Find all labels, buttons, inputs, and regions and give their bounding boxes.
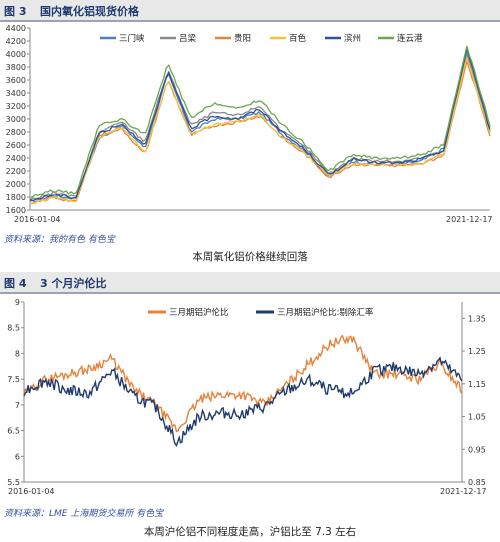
- series-line: [29, 45, 491, 198]
- y2-tick-label: 0.85: [468, 478, 486, 487]
- figure4-number: 图 4: [4, 277, 27, 290]
- legend-label: 百色: [289, 33, 307, 44]
- y2-tick-label: 1.15: [468, 380, 486, 389]
- figure3-chart: 1600 1800 2000 2200 2400 2600 2800 3000 3200 3400…: [6, 24, 493, 224]
- y-tick-label: 4200: [6, 37, 26, 46]
- y-tick-label: 2400: [6, 154, 26, 163]
- y2-tick-label: 1.05: [468, 413, 486, 422]
- legend-label: 连云港: [397, 33, 423, 44]
- y-tick-label: 5.5: [7, 478, 20, 487]
- y-tick-label: 1800: [6, 193, 26, 202]
- figure4-header: 图 4 3 个月沪伦比: [0, 272, 500, 294]
- y-tick-label: 2000: [6, 180, 26, 189]
- figure3-number: 图 3: [4, 5, 27, 18]
- series-line: [29, 53, 491, 201]
- y-tick-label: 3200: [6, 102, 26, 111]
- y-tick-label: 4000: [6, 50, 26, 59]
- x-tick-label: 2016-01-04: [8, 487, 55, 496]
- series-line: [29, 55, 491, 205]
- x-tick-label: 2021-12-17: [440, 487, 487, 496]
- y-tick-label: 8: [15, 349, 20, 358]
- y-tick-label: 8.5: [7, 324, 20, 333]
- series-line: [23, 356, 463, 447]
- y2-tick-label: 1.25: [468, 347, 486, 356]
- figure3-caption: 本周氧化铝价格继续回落: [192, 251, 308, 263]
- y2-tick-label: 1.35: [468, 314, 486, 323]
- y-tick-label: 3000: [6, 115, 26, 124]
- y-tick-label: 4400: [6, 24, 26, 33]
- y-tick-label: 3600: [6, 76, 26, 85]
- y-tick-label: 1600: [6, 206, 26, 215]
- series-line: [29, 47, 491, 202]
- y-tick-label: 2800: [6, 128, 26, 137]
- legend-label: 吕梁: [179, 34, 197, 44]
- figure3-header: 图 3 国内氧化铝现货价格: [0, 0, 500, 22]
- figure4-title: 3 个月沪伦比: [40, 277, 107, 290]
- figure4-chart: 5.5 6 6.5 7 7.5 8 8.5 9 0.85 0.95 1.05 1.15 1.25 1.35…: [7, 298, 487, 496]
- y-tick-label: 9: [15, 298, 20, 307]
- legend-label: 三门峡: [119, 33, 145, 44]
- y-tick-label: 7: [15, 401, 20, 410]
- y-tick-label: 3800: [6, 63, 26, 72]
- y-tick-label: 6: [15, 452, 20, 461]
- legend-label: 三月期铝沪伦比:剔除汇率: [277, 307, 374, 318]
- series-line: [29, 50, 491, 203]
- y-tick-label: 2600: [6, 141, 26, 150]
- y-tick-label: 3400: [6, 89, 26, 98]
- x-tick-label: 2016-01-04: [14, 215, 61, 224]
- legend-label: 滨州: [344, 33, 361, 44]
- figure3-title: 国内氧化铝现货价格: [40, 5, 139, 18]
- y2-tick-label: 0.95: [468, 445, 486, 454]
- figure3-source: 资料来源：我的有色 有色宝: [4, 235, 115, 245]
- legend-label: 贵阳: [234, 33, 251, 44]
- y-tick-label: 7.5: [7, 375, 20, 384]
- x-tick-label: 2021-12-17: [446, 215, 493, 224]
- series-line: [23, 334, 463, 433]
- y-tick-label: 2200: [6, 167, 26, 176]
- figure4-caption: 本周沪伦铝不同程度走高，沪铝比至 7.3 左右: [143, 526, 357, 538]
- y-tick-label: 6.5: [7, 427, 20, 436]
- legend-label: 三月期铝沪伦比: [169, 307, 229, 318]
- figure4-source: 资料来源：LME 上海期货交易所 有色宝: [4, 509, 164, 519]
